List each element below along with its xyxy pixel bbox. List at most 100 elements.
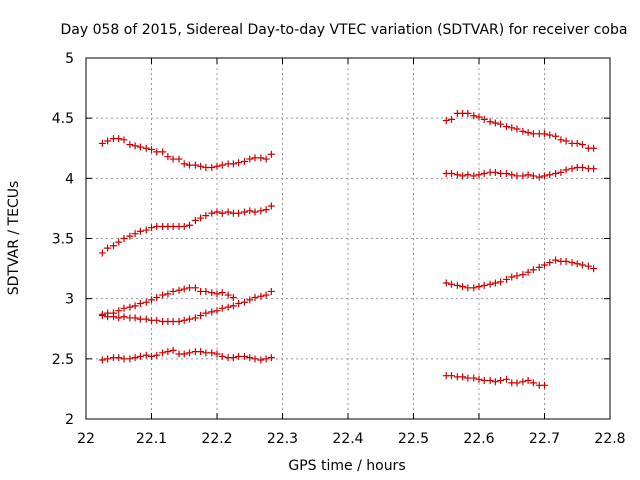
data-point: [491, 168, 499, 176]
data-point: [202, 287, 210, 295]
data-point: [442, 279, 450, 287]
data-point: [224, 291, 232, 299]
data-point: [180, 316, 188, 324]
data-point: [202, 164, 210, 172]
data-point: [590, 144, 598, 152]
data-point: [104, 355, 112, 363]
data-point: [562, 257, 570, 265]
series-s8: [442, 256, 598, 292]
data-point: [257, 356, 265, 364]
data-point: [524, 268, 532, 276]
data-point: [191, 314, 199, 322]
data-point: [508, 273, 516, 281]
data-point: [491, 378, 499, 386]
data-point: [251, 208, 259, 216]
y-tick-label: 2: [65, 412, 74, 428]
data-point: [235, 299, 243, 307]
data-point: [104, 313, 112, 321]
data-point: [541, 261, 548, 269]
data-point: [142, 351, 150, 359]
data-point: [262, 155, 270, 163]
data-point: [475, 113, 483, 121]
data-point: [208, 164, 216, 172]
series-s1: [98, 135, 275, 172]
data-point: [546, 171, 554, 179]
x-tick-label: 22.4: [332, 431, 363, 447]
data-point: [136, 299, 144, 307]
data-point: [552, 170, 560, 178]
data-point: [164, 348, 172, 356]
data-point: [153, 222, 161, 230]
data-point: [464, 109, 472, 117]
data-point: [262, 206, 270, 214]
data-point: [491, 279, 499, 287]
series-s6: [442, 109, 598, 152]
data-point: [136, 315, 144, 323]
data-point: [148, 296, 155, 304]
data-point: [213, 290, 221, 298]
data-point: [246, 296, 254, 304]
x-tick-label: 22.3: [267, 431, 298, 447]
data-point: [208, 308, 216, 316]
data-point: [486, 280, 494, 288]
data-point: [218, 352, 226, 360]
axis-ticks: 22 22.1 22.2 22.3 22.4 22.5 22.6 22.7 22.822.533…: [52, 51, 626, 447]
data-point: [524, 129, 532, 137]
data-point: [464, 171, 472, 179]
data-point: [185, 284, 193, 292]
data-point: [126, 141, 134, 149]
data-point: [246, 354, 254, 362]
data-point: [497, 170, 505, 178]
data-point: [208, 349, 216, 357]
data-point: [126, 232, 134, 240]
data-point: [590, 165, 598, 173]
data-point: [497, 376, 505, 384]
data-point: [573, 139, 581, 147]
data-point: [459, 373, 467, 381]
data-point: [508, 124, 516, 132]
data-point: [529, 172, 537, 180]
data-point: [529, 266, 537, 274]
x-tick-label: 22.2: [201, 431, 232, 447]
data-point: [529, 379, 537, 387]
data-point: [241, 298, 249, 306]
data-point: [535, 173, 543, 181]
data-point: [453, 281, 461, 289]
x-axis-label: GPS time / hours: [288, 458, 405, 474]
data-point: [213, 162, 221, 170]
data-point: [136, 352, 144, 360]
x-tick-label: 22.5: [398, 431, 429, 447]
data-point: [524, 171, 532, 179]
chart-title: Day 058 of 2015, Sidereal Day-to-day VTE…: [61, 22, 628, 38]
data-point: [557, 136, 565, 144]
data-point: [142, 315, 150, 323]
data-point: [447, 280, 455, 288]
data-point: [470, 112, 478, 120]
x-tick-label: 22.6: [463, 431, 494, 447]
data-point: [541, 172, 548, 180]
data-point: [169, 222, 177, 230]
data-point: [164, 153, 172, 161]
data-point: [142, 226, 150, 234]
plot-frame: [85, 57, 611, 420]
data-point: [447, 170, 455, 178]
data-point: [169, 318, 177, 326]
series-s7: [442, 164, 598, 181]
data-point: [202, 212, 210, 220]
data-point: [246, 155, 254, 163]
data-point: [218, 304, 226, 312]
data-point: [120, 136, 128, 144]
y-tick-label: 3: [65, 292, 74, 308]
data-point: [191, 161, 199, 169]
data-point: [115, 135, 123, 143]
data-point: [568, 165, 576, 173]
data-point: [447, 115, 455, 123]
data-point: [464, 374, 472, 382]
data-point: [126, 303, 134, 311]
data-point: [218, 161, 226, 169]
data-point: [513, 272, 521, 280]
data-point: [267, 287, 275, 295]
data-point: [153, 293, 161, 301]
data-point: [257, 292, 265, 300]
series-s9: [442, 372, 548, 389]
